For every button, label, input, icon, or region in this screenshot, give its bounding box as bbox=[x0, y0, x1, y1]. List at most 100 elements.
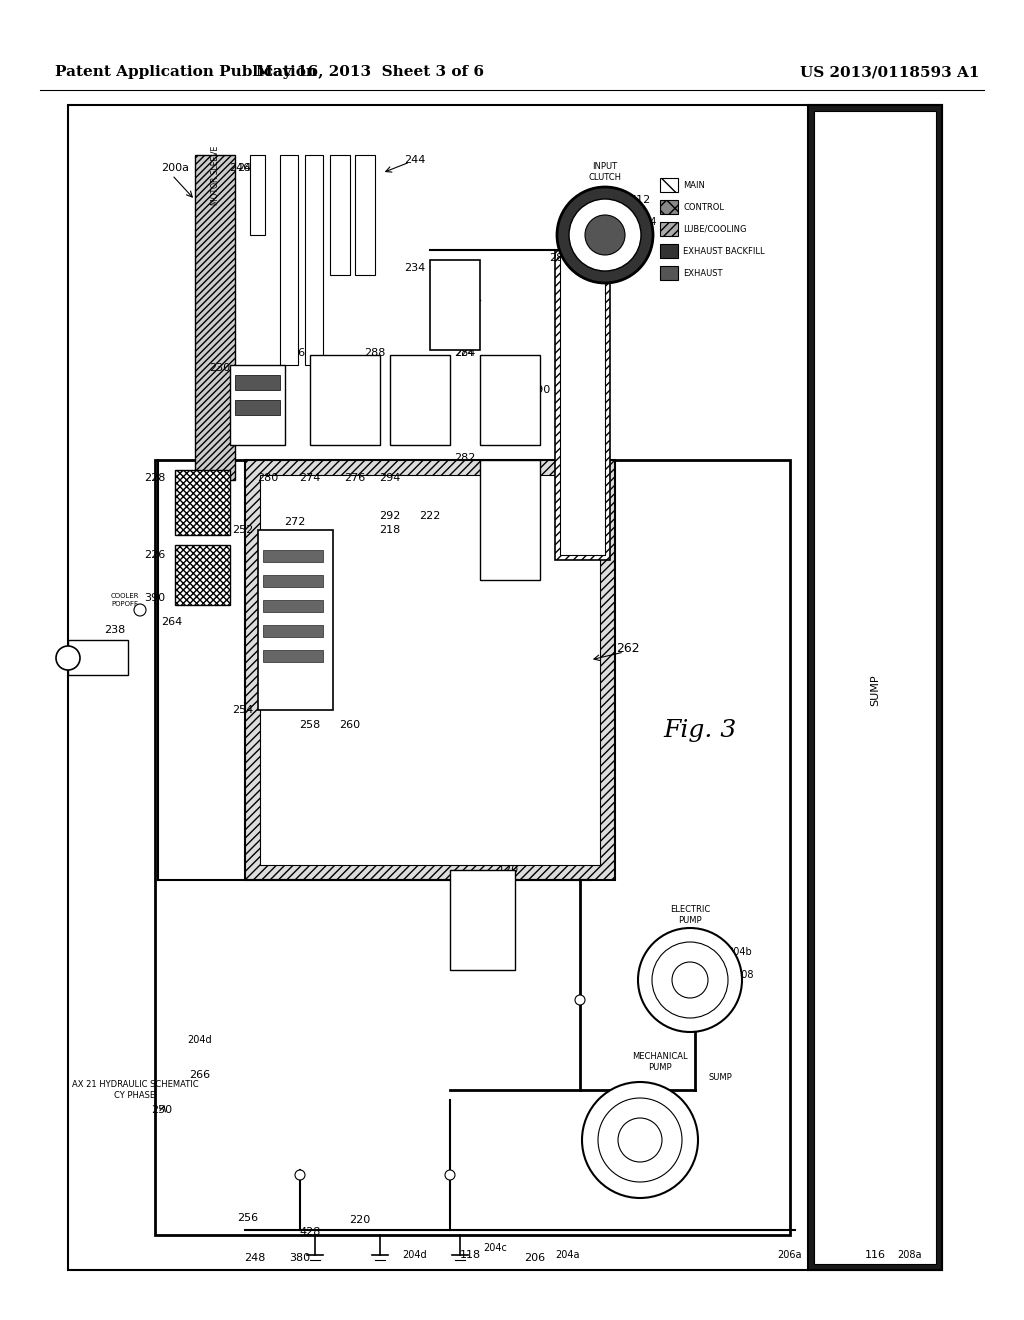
Circle shape bbox=[672, 962, 708, 998]
Bar bbox=[450, 870, 515, 970]
Text: 294: 294 bbox=[379, 473, 400, 483]
Bar bbox=[245, 459, 615, 880]
Text: 206a: 206a bbox=[778, 1250, 802, 1261]
Text: 202: 202 bbox=[550, 735, 571, 744]
Text: May 16, 2013  Sheet 3 of 6: May 16, 2013 Sheet 3 of 6 bbox=[256, 65, 484, 79]
Text: 248: 248 bbox=[245, 1253, 265, 1263]
Text: 262: 262 bbox=[616, 642, 640, 655]
Bar bbox=[555, 249, 610, 560]
Bar bbox=[263, 649, 323, 663]
Text: 244: 244 bbox=[404, 154, 426, 165]
Text: LUBE: LUBE bbox=[257, 186, 263, 203]
Circle shape bbox=[618, 1118, 662, 1162]
Text: FILTER: FILTER bbox=[190, 477, 213, 483]
Bar bbox=[330, 154, 350, 275]
Text: 276: 276 bbox=[344, 473, 366, 483]
Text: COOLER: COOLER bbox=[187, 552, 216, 558]
Text: SUMP: SUMP bbox=[870, 675, 880, 706]
Text: 292: 292 bbox=[379, 511, 400, 521]
Text: MECHANICAL
PUMP: MECHANICAL PUMP bbox=[632, 1052, 688, 1072]
Circle shape bbox=[557, 187, 653, 282]
Bar bbox=[660, 178, 678, 191]
Text: LUBE/COOLING: LUBE/COOLING bbox=[683, 224, 746, 234]
Bar bbox=[814, 111, 936, 1265]
Text: COOLER
POPOFF: COOLER POPOFF bbox=[111, 594, 139, 606]
Text: 282: 282 bbox=[455, 453, 476, 463]
Circle shape bbox=[569, 199, 641, 271]
Text: Patent Application Publication: Patent Application Publication bbox=[55, 65, 317, 79]
Bar bbox=[480, 355, 540, 445]
Text: VBS
SOLENOID: VBS SOLENOID bbox=[327, 363, 362, 376]
Bar bbox=[155, 459, 790, 1236]
Text: 266: 266 bbox=[205, 483, 225, 492]
Text: 220: 220 bbox=[349, 1214, 371, 1225]
Text: SMALL
BEARING: SMALL BEARING bbox=[335, 153, 345, 177]
Text: 264: 264 bbox=[162, 616, 182, 627]
Text: 228: 228 bbox=[144, 473, 166, 483]
Text: 272: 272 bbox=[285, 517, 306, 527]
Circle shape bbox=[638, 928, 742, 1032]
Bar bbox=[68, 640, 128, 675]
Text: PISTON
BALANCE: PISTON BALANCE bbox=[359, 152, 371, 178]
Text: 200a: 200a bbox=[161, 162, 189, 173]
Bar bbox=[430, 260, 480, 350]
Text: 222: 222 bbox=[419, 511, 440, 521]
Bar bbox=[480, 459, 540, 579]
Bar bbox=[250, 154, 265, 235]
Text: 288: 288 bbox=[365, 348, 386, 358]
Text: 414: 414 bbox=[639, 216, 657, 227]
Circle shape bbox=[134, 605, 146, 616]
Bar bbox=[195, 154, 234, 480]
Text: 208a: 208a bbox=[898, 1250, 923, 1261]
Text: MAIN
REGULATOR
BY-PASS
VALVE: MAIN REGULATOR BY-PASS VALVE bbox=[466, 871, 499, 894]
Text: 120: 120 bbox=[498, 865, 518, 875]
Circle shape bbox=[445, 1170, 455, 1180]
Bar bbox=[660, 244, 678, 257]
Text: 278: 278 bbox=[205, 515, 225, 525]
Text: 238: 238 bbox=[104, 624, 126, 635]
Circle shape bbox=[652, 942, 728, 1018]
Text: 204b: 204b bbox=[728, 946, 753, 957]
Text: 206: 206 bbox=[524, 1253, 546, 1263]
Text: AX 21 HYDRAULIC SCHEMATIC
CY PHASE: AX 21 HYDRAULIC SCHEMATIC CY PHASE bbox=[72, 1080, 199, 1100]
Text: CONTROL
MAIN
VALVE: CONTROL MAIN VALVE bbox=[497, 467, 523, 483]
Bar bbox=[175, 470, 230, 535]
Text: FORWARD
BEARING: FORWARD BEARING bbox=[284, 160, 295, 191]
Text: 118: 118 bbox=[460, 1250, 480, 1261]
Circle shape bbox=[295, 1170, 305, 1180]
Bar bbox=[355, 154, 375, 275]
Text: US 2013/0118593 A1: US 2013/0118593 A1 bbox=[800, 65, 980, 79]
Text: 290: 290 bbox=[529, 385, 551, 395]
Text: 246: 246 bbox=[229, 162, 251, 173]
Bar bbox=[560, 255, 605, 554]
Text: 204d: 204d bbox=[187, 1035, 212, 1045]
Bar bbox=[808, 106, 942, 1270]
Text: EXHAUST: EXHAUST bbox=[683, 268, 723, 277]
Text: CONTROL: CONTROL bbox=[683, 202, 724, 211]
Text: 116: 116 bbox=[864, 1250, 886, 1261]
Text: DENH: DENH bbox=[410, 367, 430, 374]
Text: 266: 266 bbox=[189, 1071, 211, 1080]
Text: ACCUMULATOR: ACCUMULATOR bbox=[453, 261, 458, 309]
Text: MOTOR SLEEVE: MOTOR SLEEVE bbox=[211, 145, 219, 205]
Text: ELECTRIC
PUMP: ELECTRIC PUMP bbox=[670, 906, 710, 925]
Text: 226: 226 bbox=[144, 550, 166, 560]
Text: 380: 380 bbox=[290, 1253, 310, 1263]
Text: 280: 280 bbox=[257, 473, 279, 483]
Text: Fig. 3: Fig. 3 bbox=[664, 718, 736, 742]
Text: EXHAUST BACKFILL: EXHAUST BACKFILL bbox=[683, 247, 765, 256]
Text: 204d: 204d bbox=[402, 1250, 427, 1261]
Text: 246: 246 bbox=[238, 162, 259, 173]
Bar bbox=[263, 550, 323, 562]
Bar bbox=[230, 366, 285, 445]
Bar bbox=[280, 154, 298, 366]
Text: 250: 250 bbox=[152, 1105, 173, 1115]
Bar bbox=[263, 624, 323, 638]
Text: 258: 258 bbox=[299, 719, 321, 730]
Circle shape bbox=[582, 1082, 698, 1199]
Bar bbox=[310, 355, 380, 445]
Text: 232: 232 bbox=[590, 260, 610, 271]
Bar bbox=[263, 601, 323, 612]
Text: LUBE
REGULATOR
VALVE: LUBE REGULATOR VALVE bbox=[238, 387, 276, 404]
Text: CLUTCH
TRIM
VALVE: CLUTCH TRIM VALVE bbox=[569, 261, 594, 279]
